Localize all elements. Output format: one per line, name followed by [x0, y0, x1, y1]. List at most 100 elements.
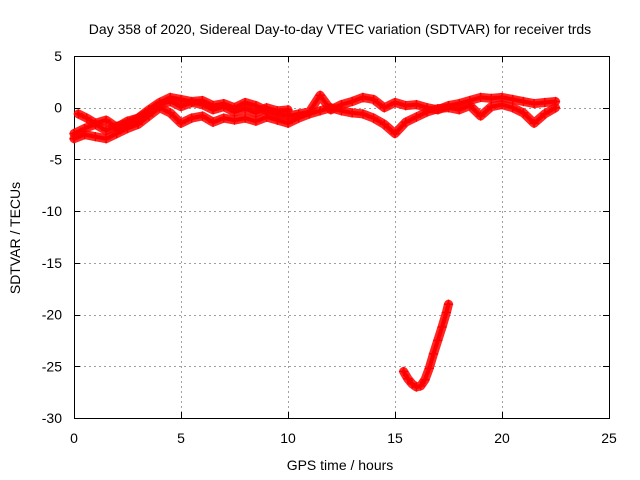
data-point-track-b-40 [497, 99, 507, 110]
x-axis-label: GPS time / hours [287, 457, 394, 473]
data-point-track-c-0 [73, 109, 84, 119]
data-point-track-c-4 [112, 122, 122, 133]
data-point-track-d-0 [398, 366, 409, 377]
data-point-track-d-1 [403, 373, 413, 384]
data-point-track-b-18 [261, 112, 272, 122]
x-tick-label-4: 20 [494, 430, 510, 446]
x-tick-label-1: 5 [177, 430, 185, 446]
data-point-track-b-41 [507, 102, 518, 113]
series-layer [69, 90, 561, 392]
data-point-track-a-32 [411, 99, 422, 110]
data-point-track-c-15 [229, 107, 240, 117]
data-point-track-b-24 [326, 102, 336, 113]
data-point-track-c-5 [122, 116, 133, 126]
data-point-track-b-45 [550, 102, 561, 113]
data-point-track-c-17 [251, 108, 261, 118]
data-point-track-b-35 [443, 102, 454, 113]
data-point-track-a-3 [101, 125, 111, 136]
data-point-track-a-42 [518, 96, 529, 107]
data-point-track-c-13 [208, 105, 218, 115]
data-point-track-d-9 [437, 322, 447, 332]
data-point-track-b-31 [400, 117, 411, 127]
data-point-track-a-41 [507, 94, 518, 105]
data-point-track-d-6 [424, 363, 434, 374]
data-point-track-c-6 [133, 113, 143, 123]
data-point-track-b-44 [540, 109, 550, 119]
data-point-track-c-12 [197, 99, 208, 110]
y-tick-label-1: 0 [54, 100, 62, 116]
data-point-track-b-39 [486, 101, 497, 112]
data-point-track-b-9 [165, 108, 176, 118]
data-point-track-b-29 [379, 119, 390, 130]
plot-frame [74, 56, 610, 419]
data-point-track-b-21 [293, 113, 304, 123]
data-point-track-c-2 [90, 118, 101, 128]
data-point-track-d-8 [433, 335, 443, 346]
data-point-track-b-15 [229, 115, 240, 125]
data-point-track-b-22 [304, 109, 315, 119]
data-point-track-c-1 [82, 113, 92, 123]
data-point-track-d-7 [428, 349, 439, 359]
data-point-track-c-20 [283, 105, 293, 115]
data-point-track-c-3 [101, 115, 111, 125]
data-point-track-c-14 [219, 101, 229, 112]
data-point-track-a-31 [400, 100, 411, 111]
data-point-track-a-38 [475, 92, 486, 103]
x-tick-label-0: 0 [70, 430, 78, 446]
data-point-track-b-14 [219, 113, 229, 123]
data-point-track-a-29 [379, 102, 390, 113]
y-axis-label: SDTVAR / TECUs [7, 182, 23, 294]
data-point-track-b-2 [90, 131, 101, 142]
x-tick-label-5: 25 [601, 430, 617, 446]
y-tick-label-4: -15 [42, 255, 62, 271]
chart-title: Day 358 of 2020, Sidereal Day-to-day VTE… [89, 21, 591, 37]
data-point-track-b-12 [197, 111, 208, 121]
data-point-track-b-16 [240, 113, 250, 123]
data-point-track-b-26 [347, 108, 357, 118]
y-tick-label-5: -20 [42, 307, 62, 323]
y-axis-ticks: 5 0 -5 -10 -15 -20 -25 -30 [42, 48, 609, 426]
data-point-track-b-27 [358, 109, 368, 119]
data-point-track-a-27 [358, 92, 368, 103]
data-point-track-d-11 [443, 299, 454, 309]
data-point-track-a-30 [390, 97, 400, 108]
data-point-track-b-19 [272, 115, 283, 125]
data-point-track-b-1 [79, 129, 90, 140]
y-tick-label-2: -5 [50, 151, 63, 167]
data-point-track-b-36 [454, 105, 464, 115]
data-point-track-b-11 [186, 113, 197, 123]
data-point-track-b-34 [433, 103, 443, 114]
x-tick-label-2: 10 [280, 430, 296, 446]
y-tick-label-6: -25 [42, 358, 62, 374]
data-point-track-b-20 [283, 118, 293, 128]
data-point-track-b-28 [368, 113, 379, 123]
data-point-track-b-10 [176, 118, 186, 128]
data-point-track-a-43 [529, 98, 539, 109]
data-point-track-b-13 [208, 117, 218, 127]
data-point-track-b-23 [315, 106, 325, 116]
data-point-track-a-28 [368, 94, 379, 105]
data-point-track-d-4 [415, 381, 426, 391]
x-axis-ticks: 0 5 10 15 20 25 [70, 56, 617, 446]
data-point-track-b-30 [390, 128, 400, 139]
data-point-track-b-38 [475, 111, 486, 121]
data-point-track-b-25 [336, 106, 347, 116]
data-point-track-d-5 [420, 374, 430, 385]
y-tick-label-0: 5 [54, 48, 62, 64]
data-point-track-c-18 [261, 102, 272, 113]
data-point-track-b-33 [422, 107, 432, 117]
data-point-track-c-7 [144, 107, 154, 117]
data-point-track-c-16 [240, 103, 250, 114]
data-point-track-d-3 [411, 382, 422, 392]
data-point-track-c-10 [176, 101, 186, 112]
x-tick-label-3: 15 [387, 430, 403, 446]
data-point-track-b-0 [69, 133, 79, 144]
data-point-track-c-19 [272, 106, 283, 116]
data-point-track-b-3 [101, 133, 111, 144]
data-point-track-b-43 [529, 118, 539, 128]
y-tick-label-7: -30 [42, 410, 62, 426]
data-point-track-c-9 [165, 96, 176, 107]
data-point-track-a-23 [315, 90, 325, 101]
data-point-track-b-42 [518, 108, 529, 118]
